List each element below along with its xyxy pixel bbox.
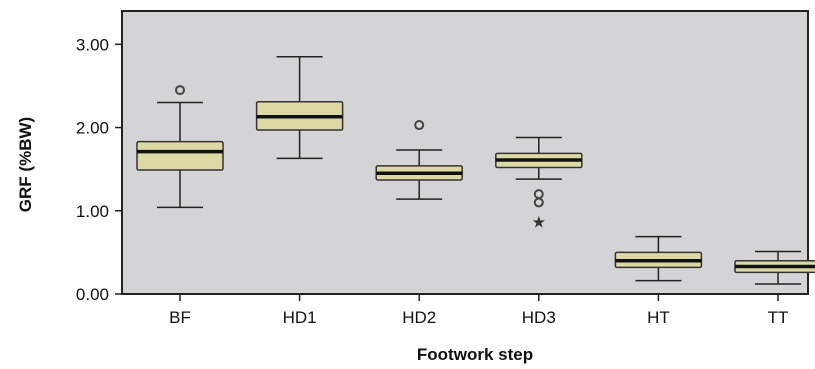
x-tick-label: HD1	[283, 308, 317, 327]
box-hd3: ★	[495, 136, 583, 232]
x-axis-title: Footwork step	[417, 345, 533, 364]
x-tick-label: HD2	[402, 308, 436, 327]
x-tick-label: TT	[768, 308, 789, 327]
box-bf	[136, 85, 224, 209]
extreme-point: ★	[532, 213, 546, 232]
outlier-point	[533, 197, 544, 208]
y-axis: 0.00 1.00 2.00 3.00	[76, 35, 122, 304]
x-tick-label: HT	[647, 308, 670, 327]
box-hd2	[375, 120, 463, 200]
x-tick-label: HD3	[522, 308, 556, 327]
outlier-point	[175, 85, 185, 96]
boxes: ★	[136, 56, 815, 285]
box-tt	[734, 250, 815, 285]
x-axis: BF HD1 HD2 HD3 HT TT	[169, 294, 788, 327]
x-tick-label: BF	[169, 308, 191, 327]
y-axis-title: GRF (%BW)	[16, 117, 35, 212]
box-hd1	[255, 56, 344, 160]
y-tick-label: 3.00	[76, 35, 109, 54]
y-tick-label: 2.00	[76, 119, 109, 138]
plot-area	[121, 10, 809, 295]
outlier-point	[414, 120, 425, 131]
y-tick-label: 0.00	[76, 285, 109, 304]
iqr-box	[136, 140, 224, 171]
box-ht	[614, 235, 703, 282]
y-tick-label: 1.00	[76, 202, 109, 221]
